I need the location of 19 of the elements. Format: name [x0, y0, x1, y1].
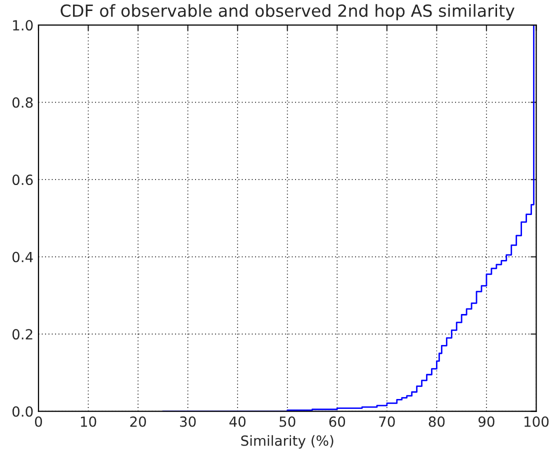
x-tick-label: 10	[80, 416, 96, 427]
y-tick-label: 0.0	[12, 406, 33, 417]
x-tick-label: 70	[379, 416, 395, 427]
x-tick-label: 20	[130, 416, 146, 427]
x-axis-title: Similarity (%)	[241, 435, 334, 449]
y-tick-label: 0.6	[12, 174, 33, 186]
x-tick-label: 50	[280, 416, 296, 427]
x-tick-label: 90	[478, 416, 494, 427]
x-tick-label: 100	[524, 416, 549, 427]
y-tick-label: 0.4	[12, 252, 33, 262]
chart-title: CDF of observable and observed 2nd hop AS similarity	[60, 4, 514, 20]
y-tick-label: 1.0	[13, 20, 33, 31]
x-tick-label: 30	[180, 416, 196, 427]
x-tick-label: 60	[329, 416, 346, 427]
x-tick-label: 80	[428, 416, 445, 427]
y-tick-label: 0.8	[12, 97, 33, 108]
x-tick-label: 40	[229, 416, 246, 427]
x-tick-label: 0	[34, 416, 42, 427]
y-tick-label: 0.2	[12, 329, 32, 340]
